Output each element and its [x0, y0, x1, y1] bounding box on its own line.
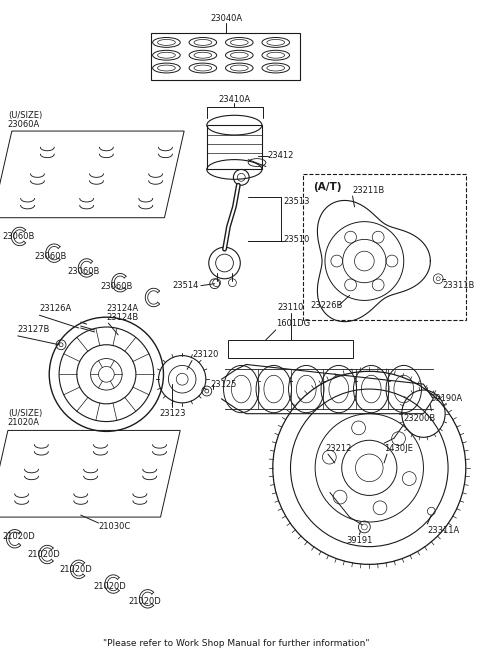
Text: 23120: 23120	[192, 350, 218, 359]
Text: 23125: 23125	[211, 380, 237, 389]
Text: 21020A: 21020A	[8, 418, 40, 427]
Text: (U/SIZE): (U/SIZE)	[8, 111, 42, 120]
Text: 23040A: 23040A	[210, 14, 242, 23]
Text: 23514: 23514	[172, 281, 199, 290]
Text: 1601DG: 1601DG	[276, 319, 310, 328]
Text: 23513: 23513	[284, 198, 310, 206]
Text: 23060B: 23060B	[100, 282, 133, 291]
Text: 23127B: 23127B	[18, 325, 50, 334]
Text: 23110: 23110	[277, 303, 304, 312]
Text: 23124B: 23124B	[107, 313, 139, 322]
Text: (A/T): (A/T)	[313, 182, 342, 193]
Text: (U/SIZE): (U/SIZE)	[8, 409, 42, 419]
Text: 21020D: 21020D	[2, 532, 35, 541]
Text: 1430JE: 1430JE	[384, 443, 413, 453]
Text: 23060B: 23060B	[2, 232, 35, 241]
Bar	[228, 340, 352, 357]
Text: 21020D: 21020D	[59, 565, 92, 574]
Text: 23226B: 23226B	[310, 301, 343, 310]
Text: 21020D: 21020D	[128, 597, 161, 606]
Text: "Please refer to Work Shop Manual for further information": "Please refer to Work Shop Manual for fu…	[103, 639, 370, 648]
Text: 23211B: 23211B	[352, 186, 385, 194]
Text: 21030C: 21030C	[98, 522, 131, 532]
Text: 23126A: 23126A	[39, 304, 72, 313]
Text: 23212: 23212	[325, 443, 351, 453]
Text: 23410A: 23410A	[218, 95, 251, 104]
Text: 23060A: 23060A	[8, 120, 40, 129]
Bar	[151, 33, 300, 80]
Bar	[207, 125, 262, 170]
Text: 23124A: 23124A	[107, 304, 139, 313]
Text: 23200B: 23200B	[404, 414, 436, 423]
Text: 23311B: 23311B	[442, 281, 475, 290]
Text: 23123: 23123	[159, 409, 186, 419]
Text: 23060B: 23060B	[67, 267, 99, 277]
Text: 23510: 23510	[284, 235, 310, 244]
Bar	[303, 174, 466, 320]
Text: 23412: 23412	[268, 151, 294, 160]
Text: 21020D: 21020D	[27, 550, 60, 559]
Text: 23311A: 23311A	[427, 526, 460, 535]
Text: 39190A: 39190A	[431, 394, 462, 403]
Text: 23060B: 23060B	[35, 252, 67, 261]
Text: 39191: 39191	[346, 536, 372, 545]
Text: 21020D: 21020D	[94, 581, 126, 591]
